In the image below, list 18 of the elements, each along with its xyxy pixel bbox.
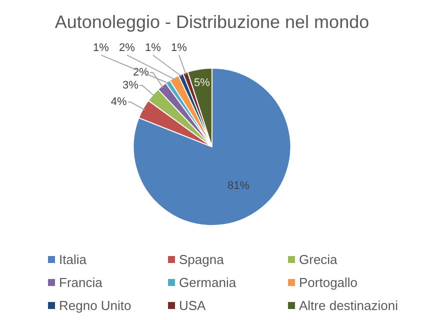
legend-label: Regno Unito xyxy=(59,298,132,313)
legend-label: Germania xyxy=(179,275,236,290)
data-label: 2% xyxy=(119,42,136,54)
data-label: 1% xyxy=(171,42,188,54)
legend-label: Grecia xyxy=(299,252,338,267)
legend-label: Portogallo xyxy=(299,275,358,290)
legend-label: Spagna xyxy=(179,252,224,267)
data-label: 81% xyxy=(228,180,250,192)
legend-label: Francia xyxy=(59,275,102,290)
legend-label: USA xyxy=(179,298,206,313)
legend-label: Altre destinazioni xyxy=(299,298,398,313)
chart-title: Autonoleggio - Distribuzione nel mondo xyxy=(54,12,370,32)
data-label: 5% xyxy=(194,77,210,90)
data-label: 4% xyxy=(110,96,127,108)
data-label: 3% xyxy=(122,80,139,92)
legend-label: Italia xyxy=(59,252,86,267)
data-label: 1% xyxy=(93,42,110,54)
data-label: 1% xyxy=(145,42,162,54)
